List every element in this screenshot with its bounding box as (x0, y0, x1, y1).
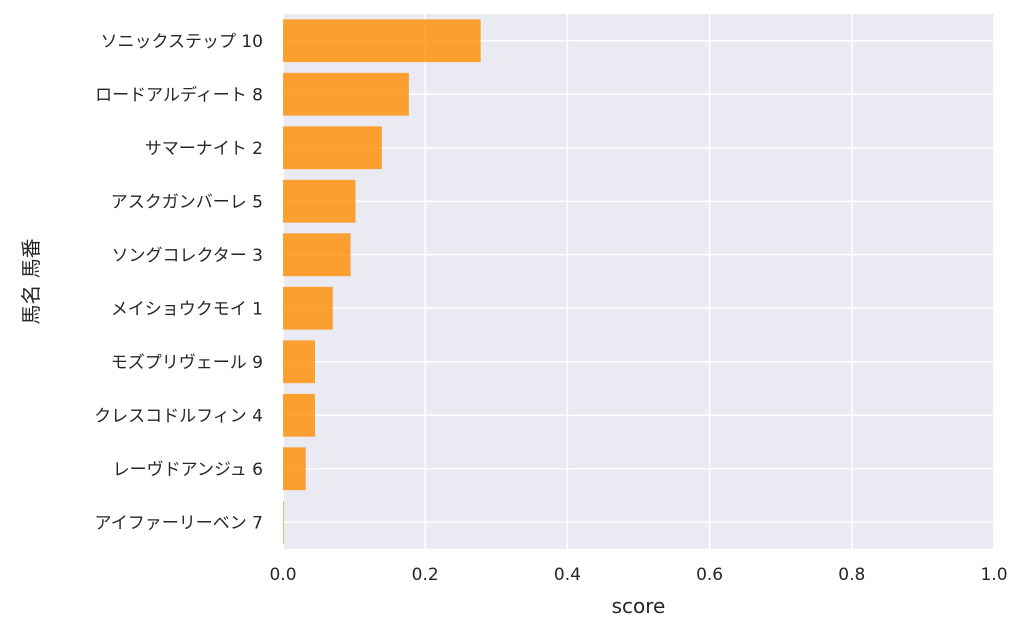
bar (283, 447, 306, 491)
bar (283, 19, 481, 63)
y-tick-labels: ソニックステップ 10 ロードアルディート 8 サマーナイト 2 アスクガンバーレ 5… (94, 32, 263, 534)
y-tick-label: メイショウクモイ 1 (111, 299, 263, 319)
x-tick-label: 0.8 (838, 565, 865, 585)
x-axis-title: score (612, 594, 666, 618)
x-tick-labels: 0.0 0.2 0.4 0.6 0.8 1.0 (269, 565, 1007, 585)
y-axis-title: 馬名 馬番 (19, 238, 43, 324)
bar (283, 72, 409, 116)
x-tick-label: 0.0 (269, 565, 296, 585)
x-tick-label: 1.0 (980, 565, 1007, 585)
x-tick-label: 0.4 (554, 565, 581, 585)
x-tick-label: 0.2 (412, 565, 439, 585)
bar (283, 340, 315, 384)
bar (283, 286, 333, 330)
y-tick-label: モズプリヴェール 9 (111, 353, 263, 373)
y-tick-label: ソングコレクター 3 (111, 246, 263, 266)
bars (283, 19, 481, 544)
bar (283, 126, 382, 170)
x-tick-label: 0.6 (696, 565, 723, 585)
y-tick-label: レーヴドアンジュ 6 (113, 460, 263, 480)
y-tick-label: ロードアルディート 8 (95, 84, 263, 105)
y-tick-label: アスクガンバーレ 5 (111, 192, 263, 212)
y-tick-label: サマーナイト 2 (145, 139, 263, 159)
y-tick-label: ソニックステップ 10 (100, 32, 263, 52)
y-tick-label: アイファーリーベン 7 (95, 513, 263, 533)
bar (283, 393, 315, 437)
bar (283, 500, 284, 544)
bar (283, 233, 351, 277)
bar (283, 179, 356, 223)
y-tick-label: クレスコドルフィン 4 (94, 406, 263, 426)
